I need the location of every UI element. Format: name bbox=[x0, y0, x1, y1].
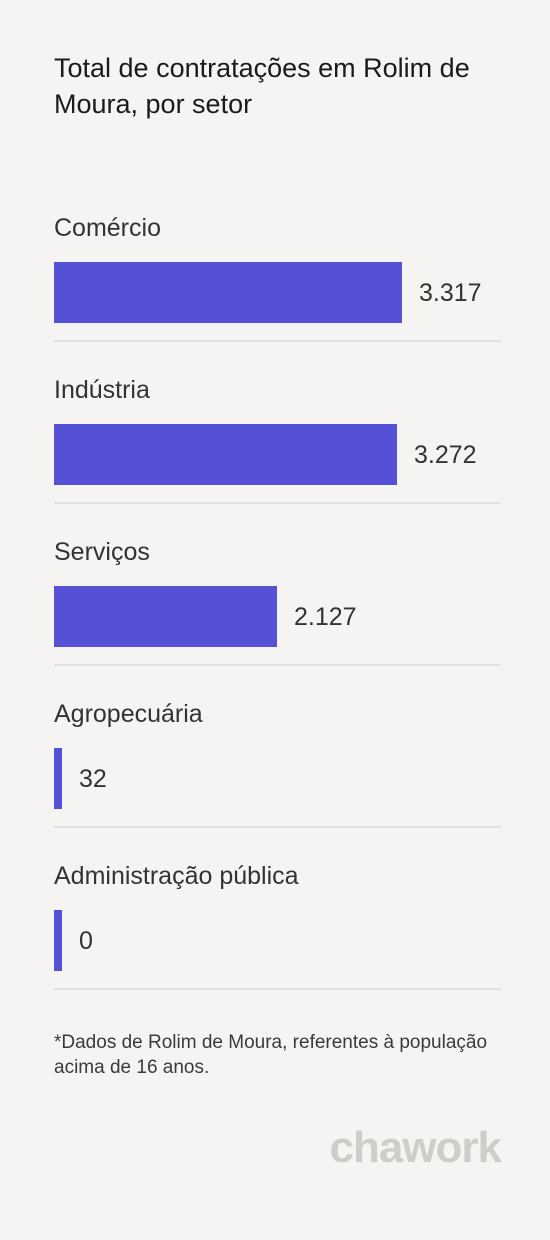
value-label: 3.272 bbox=[414, 441, 477, 469]
row-divider bbox=[54, 664, 501, 666]
bar bbox=[54, 748, 62, 809]
row-divider bbox=[54, 502, 501, 504]
bar-row: Indústria 3.272 bbox=[54, 342, 501, 504]
category-label: Administração pública bbox=[54, 862, 299, 890]
row-divider bbox=[54, 988, 501, 990]
bar-row: Administração pública 0 bbox=[54, 828, 501, 990]
value-label: 2.127 bbox=[294, 603, 357, 631]
bar-chart: Comércio 3.317 Indústria 3.272 Serviços 2.127… bbox=[54, 180, 501, 990]
value-label: 3.317 bbox=[419, 279, 482, 307]
value-label: 32 bbox=[79, 765, 107, 793]
category-label: Indústria bbox=[54, 376, 150, 404]
bar-row: Agropecuária 32 bbox=[54, 666, 501, 828]
bar bbox=[54, 424, 397, 485]
value-label: 0 bbox=[79, 927, 93, 955]
chawork-logo: chawork bbox=[329, 1123, 502, 1172]
chart-title: Total de contratações em Rolim de Moura,… bbox=[54, 53, 470, 119]
category-label: Agropecuária bbox=[54, 700, 203, 728]
category-label: Comércio bbox=[54, 214, 161, 242]
row-divider bbox=[54, 826, 501, 828]
bar bbox=[54, 586, 277, 647]
category-label: Serviços bbox=[54, 538, 150, 566]
row-divider bbox=[54, 340, 501, 342]
bar-row: Serviços 2.127 bbox=[54, 504, 501, 666]
bar bbox=[54, 910, 62, 971]
bar-row: Comércio 3.317 bbox=[54, 180, 501, 342]
bar bbox=[54, 262, 402, 323]
footnote: *Dados de Rolim de Moura, referentes à p… bbox=[54, 1032, 488, 1078]
